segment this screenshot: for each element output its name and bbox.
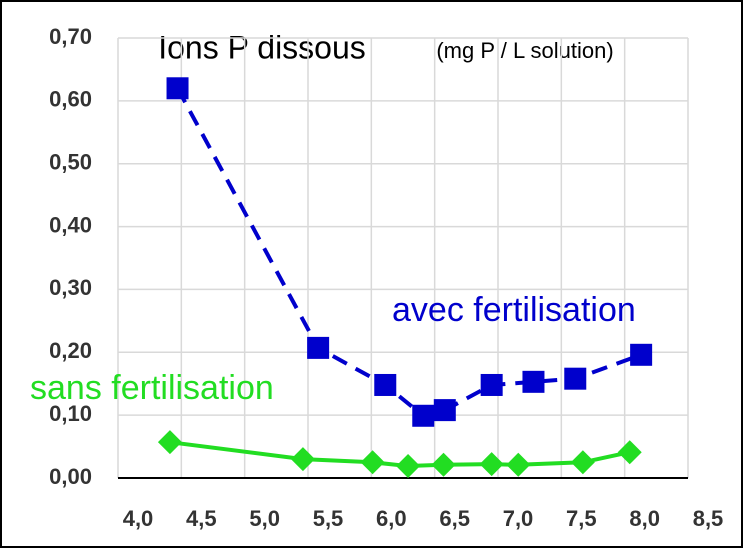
marker	[374, 373, 397, 396]
x-tick-label: 6,5	[439, 506, 470, 531]
x-tick-label: 7,0	[503, 506, 534, 531]
y-tick-label: 0,60	[49, 87, 92, 112]
chart-title: Ions P dissous	[158, 29, 366, 65]
x-tick-label: 8,0	[629, 506, 660, 531]
marker	[630, 343, 653, 366]
x-tick-label: 6,0	[376, 506, 407, 531]
y-tick-label: 0,00	[49, 464, 92, 489]
y-tick-label: 0,30	[49, 275, 92, 300]
chart-subtitle: (mg P / L solution)	[436, 38, 613, 63]
marker	[570, 450, 595, 475]
marker	[307, 336, 330, 359]
x-tick-label: 5,5	[313, 506, 344, 531]
marker	[360, 450, 385, 475]
marker	[480, 373, 503, 396]
marker	[506, 452, 531, 477]
marker	[564, 367, 587, 390]
y-tick-label: 0,70	[49, 24, 92, 49]
marker	[290, 447, 315, 472]
x-tick-label: 4,0	[123, 506, 154, 531]
marker	[157, 430, 182, 455]
series-label: sans fertilisation	[30, 369, 274, 407]
marker	[433, 399, 456, 422]
series-label: avec fertilisation	[392, 291, 636, 329]
x-tick-label: 7,5	[566, 506, 597, 531]
marker	[431, 452, 456, 477]
y-tick-label: 0,50	[49, 150, 92, 175]
marker	[412, 404, 435, 427]
marker	[479, 452, 504, 477]
marker	[617, 440, 642, 465]
marker	[522, 370, 545, 393]
y-tick-label: 0,20	[49, 338, 92, 363]
x-tick-label: 8,5	[693, 506, 724, 531]
y-tick-label: 0,10	[49, 401, 92, 426]
x-tick-label: 4,5	[186, 506, 217, 531]
marker	[396, 454, 421, 479]
x-tick-label: 5,0	[249, 506, 280, 531]
y-tick-label: 0,40	[49, 212, 92, 237]
marker	[166, 77, 189, 100]
